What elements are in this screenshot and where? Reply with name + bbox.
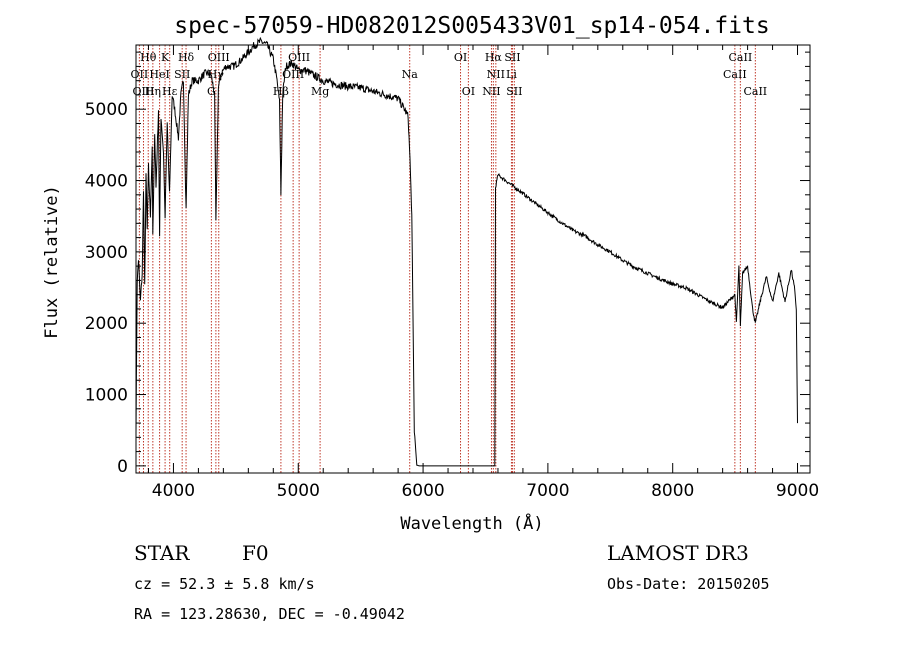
line-label-8: Hε — [162, 85, 178, 98]
line-label-4: HeI — [149, 68, 169, 81]
line-label-6: Hδ — [178, 51, 195, 64]
y-tick-label: 4000 — [85, 172, 128, 192]
y-tick-label: 3000 — [85, 243, 128, 263]
x-tick-label: 5000 — [277, 481, 320, 501]
x-axis-ticks: 4000 5000 6000 7000 8000 9000 — [147, 45, 819, 501]
spectral-line-markers — [138, 45, 756, 473]
observation-date: Obs-Date: 20150205 — [607, 575, 770, 593]
line-label-20: SII — [504, 51, 520, 64]
line-label-3: K — [161, 51, 170, 64]
line-label-14: OIII — [282, 68, 304, 81]
line-label-17: OI — [454, 51, 467, 64]
y-tick-label: 1000 — [85, 386, 128, 406]
line-label-19: Hα — [485, 51, 503, 64]
y-tick-label: 5000 — [85, 100, 128, 120]
redshift-cz: cz = 52.3 ± 5.8 km/s — [134, 575, 315, 593]
y-axis-label: Flux (relative) — [42, 185, 62, 339]
x-tick-label: 7000 — [526, 481, 569, 501]
y-tick-label: 0 — [117, 457, 128, 477]
line-label-12: Hβ — [273, 85, 289, 98]
line-label-0: Hθ — [140, 51, 157, 64]
line-label-22: Li — [506, 68, 517, 81]
line-label-5: Hη — [145, 85, 161, 98]
line-label-16: Na — [402, 68, 419, 81]
line-label-11: G — [207, 85, 216, 98]
coordinates: RA = 123.28630, DEC = -0.49042 — [134, 605, 405, 623]
spectrum-line — [135, 36, 798, 467]
x-tick-label: 8000 — [651, 481, 694, 501]
chart-title: spec-57059-HD082012S005433V01_sp14-054.f… — [174, 13, 769, 39]
subclass: F0 — [242, 541, 269, 565]
line-label-13: OIII — [288, 51, 310, 64]
x-tick-label: 6000 — [401, 481, 444, 501]
y-tick-label: 2000 — [85, 314, 128, 334]
y-axis-ticks: 0 1000 2000 3000 4000 5000 — [85, 51, 810, 477]
line-label-7: SII — [174, 68, 190, 81]
line-label-25: CaII — [729, 51, 753, 64]
line-label-24: SII — [506, 85, 522, 98]
x-tick-label: 4000 — [152, 481, 195, 501]
spectrum-series — [135, 36, 798, 467]
line-label-23: NII — [482, 85, 500, 98]
line-label-9: OIII — [208, 51, 230, 64]
line-label-21: NII — [487, 68, 505, 81]
x-axis-label: Wavelength (Å) — [400, 512, 543, 534]
line-label-27: CaII — [743, 85, 767, 98]
line-label-15: Mg — [311, 85, 329, 98]
line-label-18: OI — [462, 85, 475, 98]
object-class: STAR — [134, 541, 190, 565]
line-label-26: CaII — [723, 68, 747, 81]
x-tick-label: 9000 — [776, 481, 819, 501]
plot-frame — [135, 44, 811, 474]
line-label-1: OII — [131, 68, 149, 81]
survey-name: LAMOST DR3 — [607, 541, 749, 565]
